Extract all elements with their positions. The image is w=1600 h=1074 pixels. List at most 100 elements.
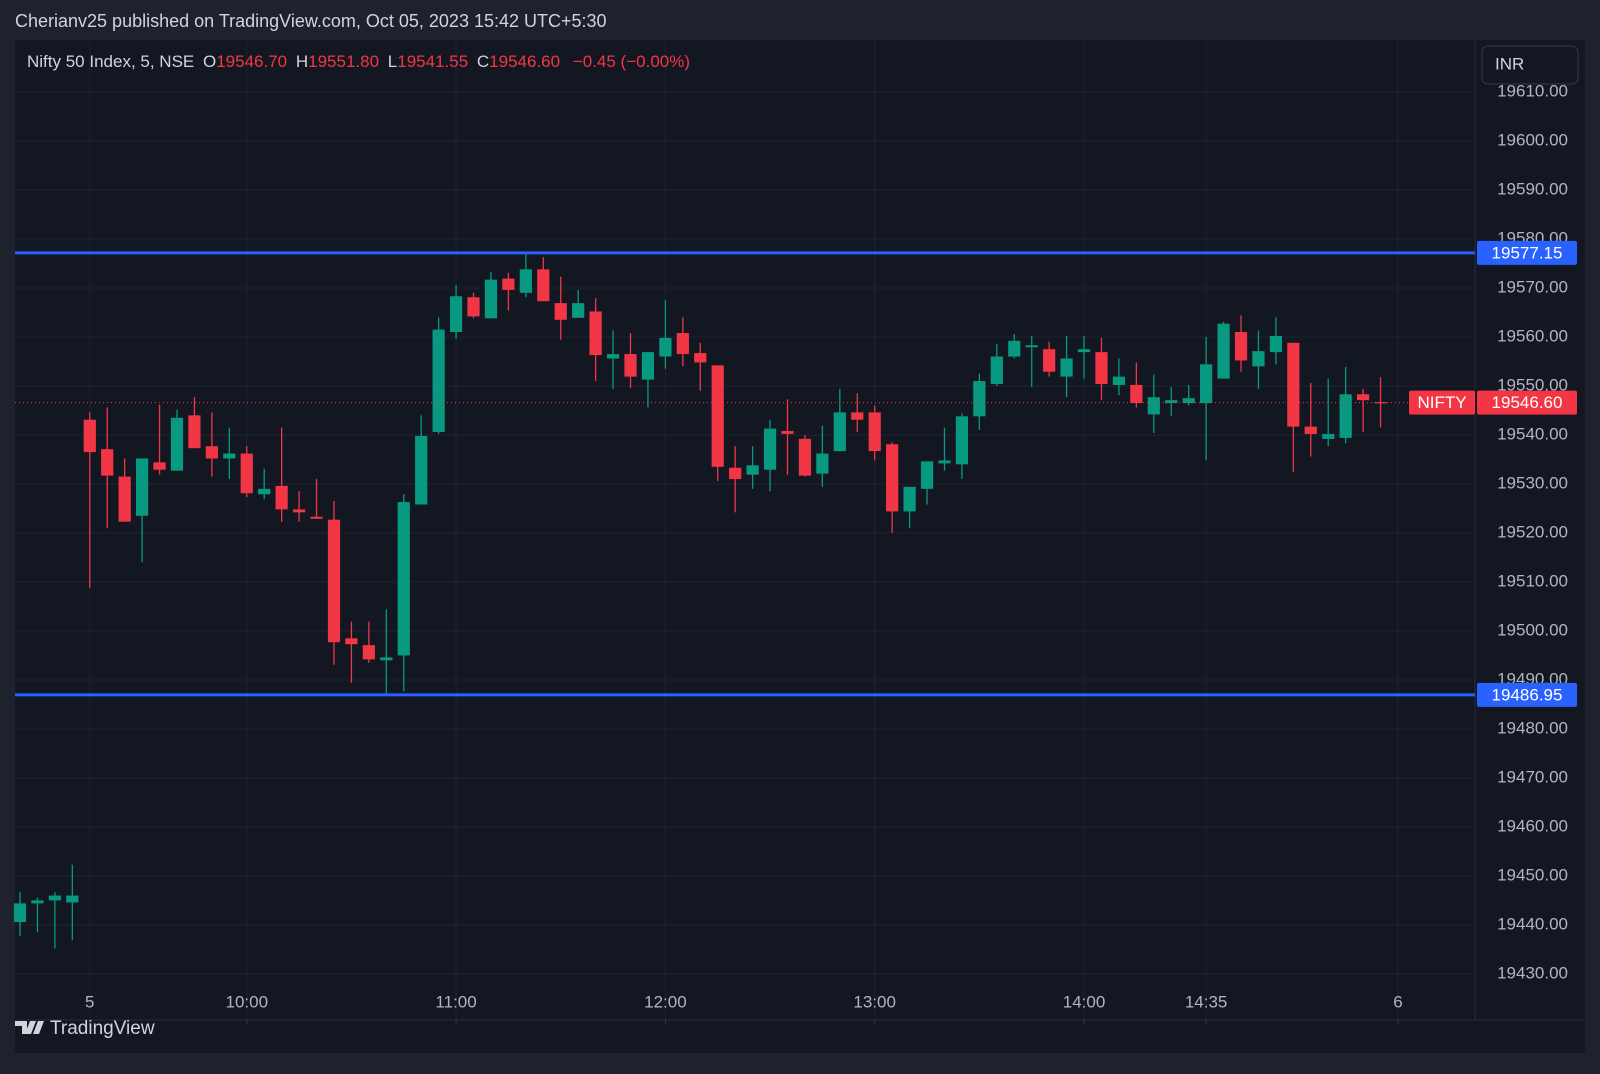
- legend-high-label: H: [296, 52, 308, 71]
- candle-body: [851, 412, 864, 420]
- candle-body: [973, 381, 986, 417]
- y-tick-label: 19460.00: [1497, 816, 1568, 835]
- legend-low: 19541.55: [397, 52, 468, 71]
- candle-body: [763, 428, 777, 470]
- candle-body: [868, 412, 881, 452]
- candle-body: [327, 519, 341, 643]
- candle-body: [188, 415, 201, 449]
- brand-name: TradingView: [50, 1018, 155, 1039]
- y-tick-label: 19600.00: [1497, 130, 1568, 149]
- last-price-label: 19546.60: [1492, 393, 1563, 412]
- candle-body: [1060, 358, 1073, 377]
- candle-body: [886, 444, 899, 512]
- legend-open-label: O: [203, 52, 216, 71]
- legend-open: 19546.70: [216, 52, 287, 71]
- candle-body: [1322, 433, 1335, 439]
- y-tick-label: 19510.00: [1497, 571, 1568, 590]
- candle-body: [415, 435, 428, 505]
- y-tick-label: 19470.00: [1497, 767, 1568, 786]
- candle-body: [397, 502, 410, 656]
- publish-header: Cherianv25 published on TradingView.com,…: [15, 11, 607, 31]
- candle-body: [1077, 349, 1091, 353]
- candle-body: [1147, 397, 1160, 415]
- last-price-name-box: [1409, 390, 1475, 415]
- last-price-box: [1477, 390, 1577, 415]
- candle-body: [1025, 345, 1038, 348]
- candle-body: [1182, 398, 1195, 404]
- plot-area: 19610.0019600.0019590.0019580.0019570.00…: [13, 40, 1577, 1024]
- candle-body: [798, 438, 812, 476]
- candle-body: [1374, 402, 1387, 404]
- candle-body: [624, 354, 637, 377]
- candle-body: [1304, 426, 1317, 434]
- y-tick-label: 19430.00: [1497, 963, 1568, 982]
- candle-body: [1287, 342, 1300, 427]
- candle-body: [1234, 332, 1248, 361]
- candle-body: [711, 365, 724, 467]
- candle-body: [292, 509, 306, 513]
- y-tick-label: 19560.00: [1497, 326, 1568, 345]
- last-price-name: NIFTY: [1417, 393, 1466, 412]
- candle-body: [153, 462, 166, 470]
- x-tick-label: 14:00: [1063, 992, 1106, 1011]
- candle-body: [362, 645, 375, 660]
- candle-body: [380, 657, 393, 661]
- candle-body: [118, 476, 131, 522]
- level-label-box: [1477, 240, 1577, 265]
- candle-body: [781, 431, 794, 434]
- y-tick-label: 19450.00: [1497, 865, 1568, 884]
- brand-logo: TradingView: [15, 1018, 155, 1039]
- candle-body: [606, 354, 620, 359]
- candle-body: [1339, 394, 1352, 438]
- y-tick-label: 19570.00: [1497, 277, 1568, 296]
- candle-body: [205, 446, 218, 459]
- candle-body: [537, 269, 550, 302]
- legend-high: 19551.80: [308, 52, 379, 71]
- candle-body: [345, 638, 358, 645]
- candle-body: [31, 900, 44, 904]
- x-tick-label: 12:00: [644, 992, 687, 1011]
- y-tick-label: 19540.00: [1497, 424, 1568, 443]
- candle-body: [938, 460, 951, 464]
- legend-change: −0.45 (−0.00%): [573, 52, 690, 71]
- y-tick-label: 19550.00: [1497, 375, 1568, 394]
- level-label: 19486.95: [1492, 685, 1563, 704]
- candle-body: [170, 417, 184, 471]
- candle-body: [48, 895, 61, 901]
- candle-body: [955, 416, 969, 465]
- candle-body: [990, 356, 1003, 384]
- level-label: 19577.15: [1492, 243, 1563, 262]
- candle-body: [641, 352, 655, 380]
- y-tick-label: 19520.00: [1497, 522, 1568, 541]
- legend-symbol: Nifty 50 Index, 5, NSE: [27, 52, 194, 71]
- currency-button[interactable]: [1481, 45, 1579, 85]
- candle-body: [833, 412, 846, 452]
- x-tick-label: 14:35: [1185, 992, 1228, 1011]
- candle-body: [816, 453, 829, 474]
- y-tick-label: 19610.00: [1497, 81, 1568, 100]
- candle-body: [694, 353, 707, 363]
- candle-body: [572, 303, 585, 318]
- candle-body: [240, 453, 253, 494]
- candle-body: [1008, 340, 1021, 357]
- x-tick-label: 6: [1393, 992, 1402, 1011]
- currency-label: INR: [1495, 54, 1524, 73]
- candle-body: [66, 895, 79, 903]
- candle-body: [729, 467, 742, 480]
- candle-body: [589, 311, 602, 356]
- y-tick-label: 19530.00: [1497, 473, 1568, 492]
- legend-low-label: L: [388, 52, 397, 71]
- x-tick-label: 10:00: [225, 992, 268, 1011]
- x-tick-label: 5: [85, 992, 94, 1011]
- candle-body: [484, 279, 498, 319]
- legend-close: 19546.60: [489, 52, 560, 71]
- chart-panel: [15, 40, 1585, 1053]
- candle-body: [223, 453, 236, 459]
- candle-body: [1252, 351, 1265, 367]
- candle-body: [13, 903, 27, 922]
- candle-body: [920, 461, 934, 489]
- candle-body: [101, 449, 114, 476]
- candle-body: [258, 488, 271, 495]
- candle-body: [1130, 384, 1143, 404]
